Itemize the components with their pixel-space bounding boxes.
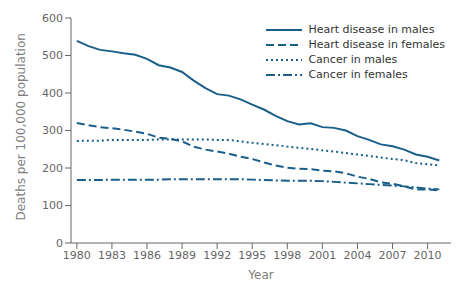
svg-text:2010: 2010 <box>414 249 442 262</box>
html-text:Cancer in females: Cancer in females <box>308 68 408 81</box>
svg-text:Year: Year <box>247 268 273 282</box>
svg-text:2007: 2007 <box>379 249 407 262</box>
svg-text:300: 300 <box>42 124 63 137</box>
html-text:Heart disease in males: Heart disease in males <box>308 23 435 36</box>
svg-text:1983: 1983 <box>98 249 126 262</box>
svg-text:2001: 2001 <box>308 249 336 262</box>
svg-text:500: 500 <box>42 49 63 62</box>
svg-text:600: 600 <box>42 12 63 25</box>
svg-text:1980: 1980 <box>63 249 91 262</box>
svg-text:1989: 1989 <box>168 249 196 262</box>
html-text:Cancer in males: Cancer in males <box>308 53 398 66</box>
svg-text:2004: 2004 <box>343 249 371 262</box>
svg-text:1992: 1992 <box>203 249 231 262</box>
html-text:Heart disease in females: Heart disease in females <box>308 38 445 51</box>
svg-text:200: 200 <box>42 162 63 175</box>
svg-text:Deaths per 100,000 population: Deaths per 100,000 population <box>14 33 28 220</box>
svg-text:1995: 1995 <box>238 249 266 262</box>
svg-text:1986: 1986 <box>133 249 161 262</box>
svg-text:400: 400 <box>42 87 63 100</box>
svg-text:0: 0 <box>56 237 63 250</box>
svg-text:1998: 1998 <box>273 249 301 262</box>
svg-text:100: 100 <box>42 199 63 212</box>
